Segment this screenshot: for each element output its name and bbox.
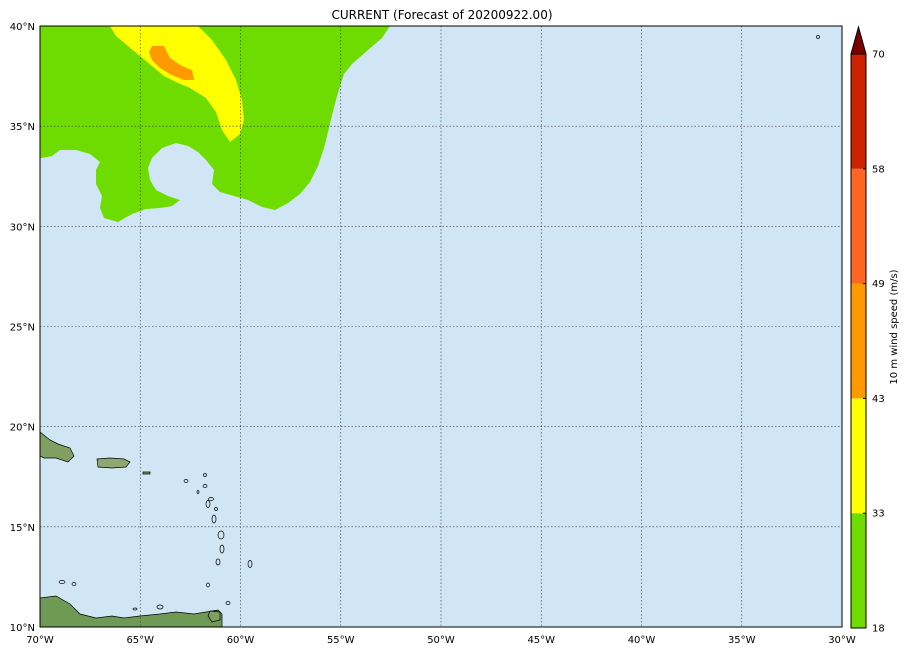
colorbar-tick-label: 18 — [872, 624, 885, 635]
colorbar-extend-max-triangle — [850, 25, 867, 55]
island-outline — [217, 530, 225, 540]
colorbar-segment — [851, 513, 866, 628]
island-outline — [202, 484, 208, 488]
longitude-tick-label: 65°W — [126, 635, 154, 646]
colorbar-segment — [851, 168, 866, 284]
latitude-tick-label: 35°N — [10, 122, 35, 133]
latitude-tick-label: 15°N — [10, 523, 35, 534]
island-outline — [58, 580, 66, 584]
colorbar-label: 10 m wind speed (m/s) — [889, 269, 900, 384]
longitude-tick-label: 50°W — [427, 635, 455, 646]
colorbar-tick-label: 70 — [872, 50, 885, 61]
island-outline — [214, 507, 218, 511]
longitude-axis-labels: 70°W 65°W 60°W 55°W 50°W 45°W 40°W 35°W 30°W — [26, 635, 856, 646]
island-trinidad — [207, 610, 221, 623]
island-outline — [196, 490, 200, 494]
wind-contour-33-43-region — [110, 26, 244, 142]
colorbar-tick-label: 49 — [872, 279, 885, 290]
figure-title: CURRENT (Forecast of 20200922.00) — [331, 8, 552, 22]
island-outline — [219, 544, 225, 554]
wind-contour-43-49-region — [149, 46, 194, 80]
wind-contour-18-33-region — [40, 26, 390, 222]
island-outline — [71, 582, 77, 586]
longitude-tick-label: 45°W — [527, 635, 555, 646]
island-outline — [215, 558, 221, 566]
latitude-tick-label: 30°N — [10, 222, 35, 233]
island-virgin-islands — [142, 471, 151, 475]
longitude-tick-label: 55°W — [327, 635, 355, 646]
map-area[interactable] — [40, 26, 842, 627]
island-outline — [203, 473, 207, 477]
map-gridlines — [40, 26, 842, 627]
latitude-tick-label: 20°N — [10, 423, 35, 434]
south-america-coast — [40, 595, 223, 627]
island-hispaniola — [40, 431, 75, 463]
island-outline — [211, 514, 217, 524]
colorbar-tick-label: 58 — [872, 164, 885, 175]
island-outline — [247, 560, 253, 568]
latitude-tick-label: 25°N — [10, 323, 35, 334]
colorbar-tick-label: 43 — [872, 394, 885, 405]
longitude-tick-label: 70°W — [26, 635, 54, 646]
latitude-tick-label: 10°N — [10, 623, 35, 634]
map-frame — [39, 25, 843, 628]
colorbar: 18 33 43 49 58 70 10 m wind speed (m/s) — [850, 25, 900, 635]
latitude-axis-labels: 10°N 15°N 20°N 25°N 30°N 35°N 40°N — [10, 22, 35, 634]
colorbar-segment — [851, 54, 866, 169]
island-outline — [132, 607, 138, 611]
latitude-tick-label: 40°N — [10, 22, 35, 33]
longitude-tick-label: 30°W — [828, 635, 856, 646]
longitude-tick-label: 60°W — [227, 635, 255, 646]
island-puerto-rico — [96, 457, 131, 469]
island-outline — [156, 604, 164, 610]
island-outline — [206, 582, 210, 588]
colorbar-segment — [851, 283, 866, 399]
island-outline — [208, 497, 214, 501]
longitude-tick-label: 35°W — [728, 635, 756, 646]
colorbar-segment — [851, 398, 866, 514]
island-outline — [225, 601, 231, 605]
longitude-tick-label: 40°W — [628, 635, 656, 646]
island-outline — [816, 35, 820, 39]
colorbar-tick-label: 33 — [872, 509, 885, 520]
island-outline — [205, 500, 211, 508]
island-outline — [183, 479, 189, 483]
colorbar-frame — [850, 53, 867, 629]
